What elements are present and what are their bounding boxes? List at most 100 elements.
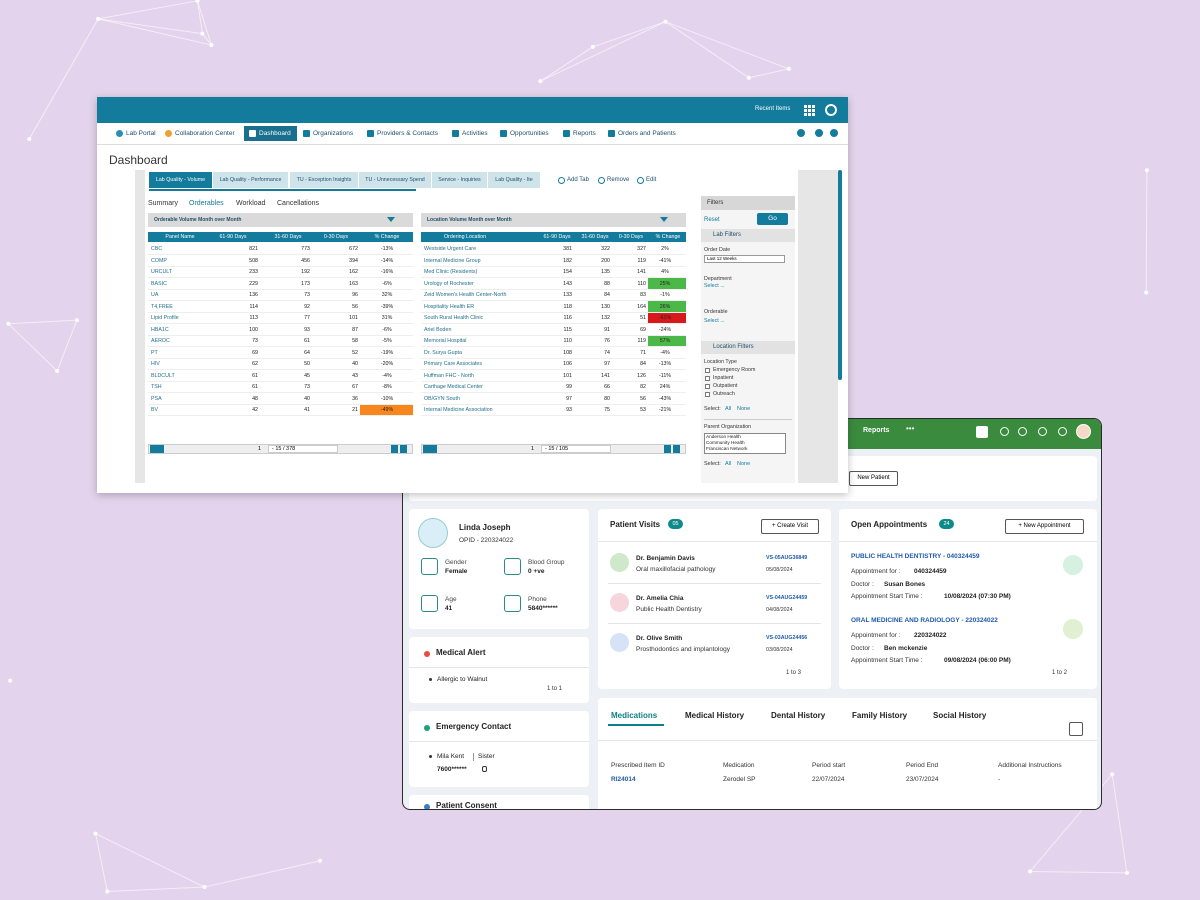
reset-link[interactable]: Reset — [704, 217, 720, 223]
visit-id[interactable]: VS-05AUG36849 — [766, 555, 808, 561]
checkbox[interactable] — [705, 384, 710, 389]
tab-action[interactable]: Remove — [607, 177, 630, 183]
header-icon[interactable] — [1058, 427, 1067, 436]
add-icon[interactable] — [976, 426, 988, 438]
row-name[interactable]: BASIC — [151, 280, 167, 287]
pager-button[interactable] — [664, 445, 671, 453]
row-name[interactable]: PSA — [151, 395, 162, 402]
tab-action[interactable]: Add Tab — [567, 177, 589, 183]
pager-button[interactable] — [391, 445, 398, 453]
pager-button[interactable] — [157, 445, 164, 453]
header-icon[interactable] — [1038, 427, 1047, 436]
dashboard-tab[interactable]: TU - Unnecessary Spend — [359, 172, 431, 188]
row-name[interactable]: Zeid Women's Health Center-North — [424, 292, 507, 298]
checkbox[interactable] — [705, 368, 710, 373]
pager-button[interactable] — [400, 445, 407, 453]
row-name[interactable]: Ariel Boden — [424, 326, 452, 333]
new-patient-button[interactable]: New Patient — [849, 471, 898, 486]
row-name[interactable]: UA — [151, 292, 159, 298]
select-none[interactable]: None — [737, 406, 751, 412]
history-tab[interactable]: Social History — [933, 711, 987, 720]
row-name[interactable]: Dr. Surya Gupta — [424, 349, 462, 356]
filter-section-title[interactable]: Lab Filters — [713, 232, 742, 238]
filter-label[interactable]: Select ... — [704, 283, 725, 289]
nav-item[interactable]: Collaboration Center — [175, 130, 235, 137]
history-tab[interactable]: Dental History — [771, 711, 826, 720]
row-name[interactable]: South Rural Health Clinic — [424, 315, 484, 321]
row-name[interactable]: OB/GYN South — [424, 395, 460, 402]
filter-section-title[interactable]: Location Filters — [713, 344, 754, 350]
history-tab[interactable]: Medical History — [685, 711, 745, 720]
row-name[interactable]: URCULT — [151, 269, 173, 275]
row-name[interactable]: T4,FREE — [151, 303, 173, 310]
go-button[interactable]: Go — [757, 213, 788, 225]
history-tab[interactable]: Medications — [611, 711, 658, 720]
checkbox[interactable] — [705, 376, 710, 381]
row-name[interactable]: Hospitality Health ER — [424, 303, 475, 310]
select-none[interactable]: None — [737, 461, 751, 467]
dashboard-tab[interactable]: Service - Inquiries — [432, 172, 487, 188]
row-name[interactable]: Urology of Rochester — [424, 280, 474, 287]
row-name[interactable]: Carthage Medical Center — [424, 384, 483, 390]
row-name[interactable]: Internal Medicine Group — [424, 257, 481, 264]
nav-item[interactable]: Dashboard — [259, 130, 291, 137]
subtab[interactable]: Orderables — [189, 200, 224, 207]
nav-tool-icon[interactable] — [815, 129, 823, 137]
cell[interactable]: RI24014 — [611, 776, 636, 783]
history-tab[interactable]: Family History — [852, 711, 908, 720]
nav-item[interactable]: Orders and Patients — [618, 130, 676, 137]
filter-label[interactable]: Select ... — [704, 318, 725, 324]
nav-reports[interactable]: Reports — [863, 427, 890, 434]
row-name[interactable]: AEROC — [151, 338, 170, 344]
row-name[interactable]: Med Clinic (Residents) — [424, 269, 478, 275]
pager-button[interactable] — [430, 445, 437, 453]
pager-arrows[interactable] — [534, 685, 582, 694]
pager-button[interactable] — [150, 445, 157, 453]
nav-item[interactable]: Reports — [573, 130, 596, 137]
select-all[interactable]: All — [725, 406, 732, 412]
header-avatar[interactable] — [1076, 424, 1091, 439]
row-name[interactable]: BLDCULT — [151, 372, 175, 379]
row-name[interactable]: Westside Urgent Care — [424, 246, 477, 252]
row-name[interactable]: TSH — [151, 384, 162, 390]
user-icon[interactable] — [825, 104, 837, 116]
tab-action[interactable]: Edit — [646, 177, 657, 183]
row-name[interactable]: HBA1C — [151, 326, 169, 333]
checkbox[interactable] — [705, 392, 710, 397]
dashboard-tab[interactable]: Lab Quality - Performance — [213, 172, 288, 188]
row-name[interactable]: COMP — [151, 257, 167, 264]
row-name[interactable]: Lipid Profile — [151, 315, 179, 321]
visit-id[interactable]: VS-04AUG24459 — [766, 595, 808, 601]
recent-items[interactable]: Recent Items — [755, 106, 791, 112]
new-appointment-button[interactable]: + New Appointment — [1005, 519, 1084, 534]
pager-button[interactable] — [423, 445, 430, 453]
row-name[interactable]: Huffman FHC - North — [424, 372, 474, 379]
row-name[interactable]: Internal Medicine Association — [424, 407, 493, 413]
nav-item[interactable]: Providers & Contacts — [377, 130, 439, 137]
add-button[interactable] — [1069, 722, 1083, 736]
row-name[interactable]: HIV — [151, 361, 160, 367]
row-name[interactable]: Primary Care Associates — [424, 361, 482, 367]
row-name[interactable]: PT — [151, 349, 158, 356]
header-icon[interactable] — [1000, 427, 1009, 436]
row-name[interactable]: CBC — [151, 246, 163, 252]
nav-more[interactable]: ••• — [906, 424, 915, 433]
order-date-select[interactable]: Last 12 Weeks — [704, 255, 785, 263]
nav-item[interactable]: Organizations — [313, 130, 354, 137]
create-visit-button[interactable]: + Create Visit — [761, 519, 819, 534]
appointment-title[interactable]: ORAL MEDICINE AND RADIOLOGY - 220324022 — [851, 617, 998, 624]
nav-item[interactable]: Opportunities — [510, 130, 549, 137]
nav-item[interactable]: Lab Portal — [126, 130, 156, 137]
header-icon[interactable] — [1018, 427, 1027, 436]
dashboard-tab[interactable]: TU - Exception Insights — [290, 172, 358, 188]
select-all[interactable]: All — [725, 461, 732, 467]
subtab[interactable]: Cancellations — [277, 200, 320, 207]
dashboard-tab[interactable]: Lab Quality - Volume — [149, 172, 212, 188]
parent-org-list[interactable] — [704, 433, 786, 454]
nav-tool-icon[interactable] — [830, 129, 838, 137]
nav-tool-icon[interactable] — [797, 129, 805, 137]
pager-button[interactable] — [673, 445, 680, 453]
row-name[interactable]: Memorial Hospital — [424, 338, 467, 344]
subtab[interactable]: Workload — [236, 200, 266, 207]
visit-id[interactable]: VS-03AUG24456 — [766, 635, 808, 641]
